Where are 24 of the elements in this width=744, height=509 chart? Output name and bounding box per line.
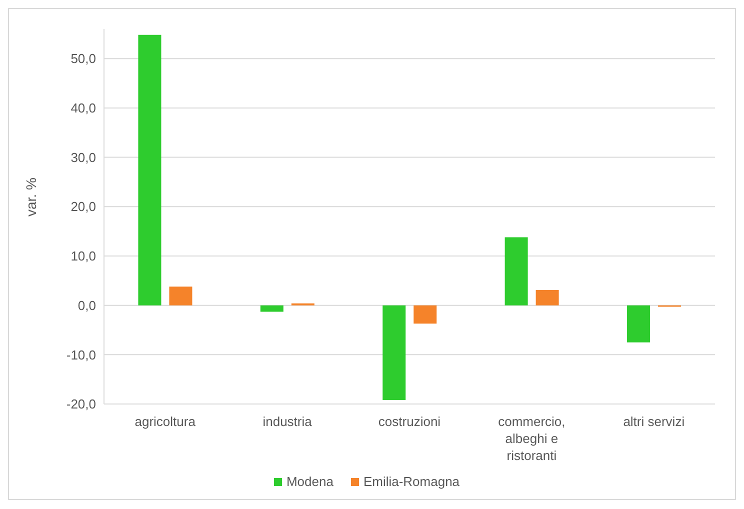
y-tick-label: 10,0 — [70, 248, 96, 264]
x-tick-label: industria — [262, 414, 313, 429]
bar — [627, 305, 650, 342]
bar — [504, 237, 528, 306]
bar — [536, 290, 559, 306]
x-tick-label: agricoltura — [134, 414, 196, 429]
bar — [260, 305, 284, 312]
legend-label: Modena — [285, 474, 334, 489]
bar — [138, 34, 162, 306]
x-tick-label: commercio, albeghi e ristoranti — [498, 414, 566, 463]
y-tick-label: 50,0 — [70, 51, 96, 66]
x-tick-label: altri servizi — [623, 414, 685, 429]
bar — [169, 286, 192, 306]
x-tick-label: costruzioni — [378, 414, 441, 429]
bar — [382, 305, 406, 400]
legend-label: Emilia-Romagna — [362, 474, 460, 489]
bar — [414, 305, 437, 324]
y-tick-label: -20,0 — [66, 396, 96, 412]
y-tick-label: -10,0 — [66, 347, 96, 362]
y-tick-label: 30,0 — [70, 150, 96, 165]
y-tick-label: 40,0 — [70, 100, 96, 116]
y-tick-label: 0,0 — [78, 298, 96, 313]
y-tick-label: 20,0 — [70, 199, 96, 214]
y-axis-title: var. % — [22, 178, 39, 216]
